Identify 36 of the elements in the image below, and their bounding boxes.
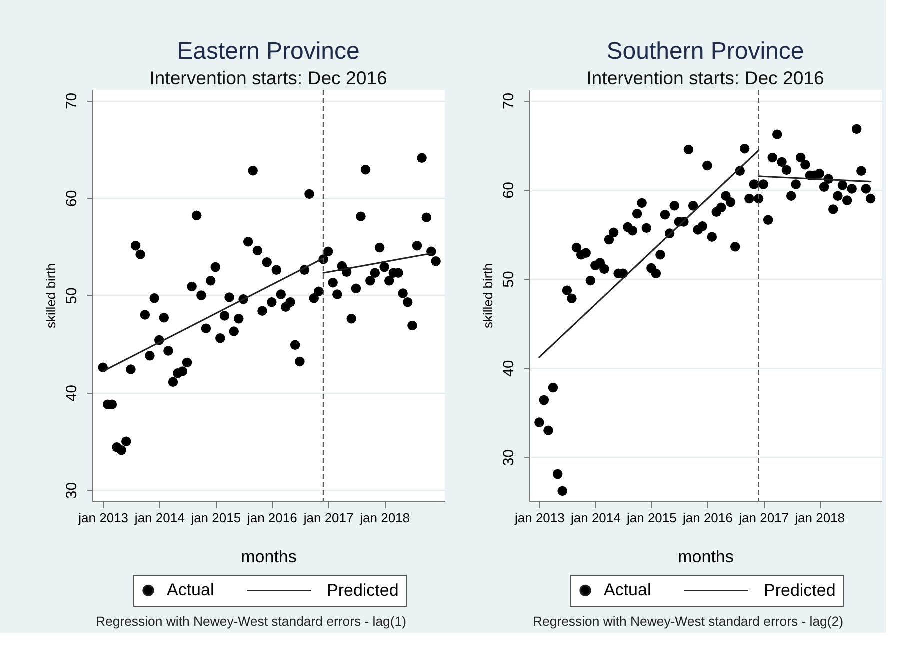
y-tick-label: 30 [64,482,80,500]
legend-label: Predicted [764,580,836,600]
legend-label: Predicted [327,580,399,600]
x-tick-label: jan 2014 [570,510,621,526]
y-tick-label: 40 [64,385,80,402]
y-tick-label: 50 [64,288,80,304]
x-axis-title: months [678,548,734,566]
x-tick-label: jan 2015 [190,510,242,526]
y-tick-label: 30 [500,449,518,466]
y-tick-label: 60 [500,182,518,199]
text: Regression with Newey-West standard errors - lag(1) [96,614,407,629]
y-tick-label: 70 [500,92,518,110]
x-tick-label: jan 2018 [794,510,846,526]
y-tick-label: 60 [64,190,80,207]
x-tick-label: jan 2016 [246,510,298,526]
x-tick-label: jan 2016 [682,510,733,526]
x-tick-label: jan 2017 [738,510,790,526]
legend-label: Actual [167,580,214,600]
chart-title: Eastern Province [177,38,360,65]
x-tick-label: jan 2018 [359,510,410,526]
y-axis-title: skilled birth [44,263,58,329]
x-tick-label: jan 2013 [514,510,565,526]
y-tick-label: 70 [64,92,80,110]
x-tick-label: jan 2014 [134,510,185,526]
x-axis-title: months [241,548,297,566]
chart-title: Southern Province [606,38,804,65]
x-tick-label: jan 2015 [626,510,677,526]
x-tick-label: jan 2013 [78,510,129,526]
chart-subtitle: Intervention starts: Dec 2016 [150,67,388,88]
chart-subtitle: Intervention starts: Dec 2016 [586,67,824,88]
x-tick-label: jan 2017 [302,510,354,526]
y-tick-label: 50 [500,271,518,288]
y-tick-label: 40 [500,360,518,378]
text: Regression with Newey-West standard errors - lag(2) [533,614,844,629]
legend-label: Actual [604,580,652,600]
y-axis-title: skilled birth [480,263,496,329]
